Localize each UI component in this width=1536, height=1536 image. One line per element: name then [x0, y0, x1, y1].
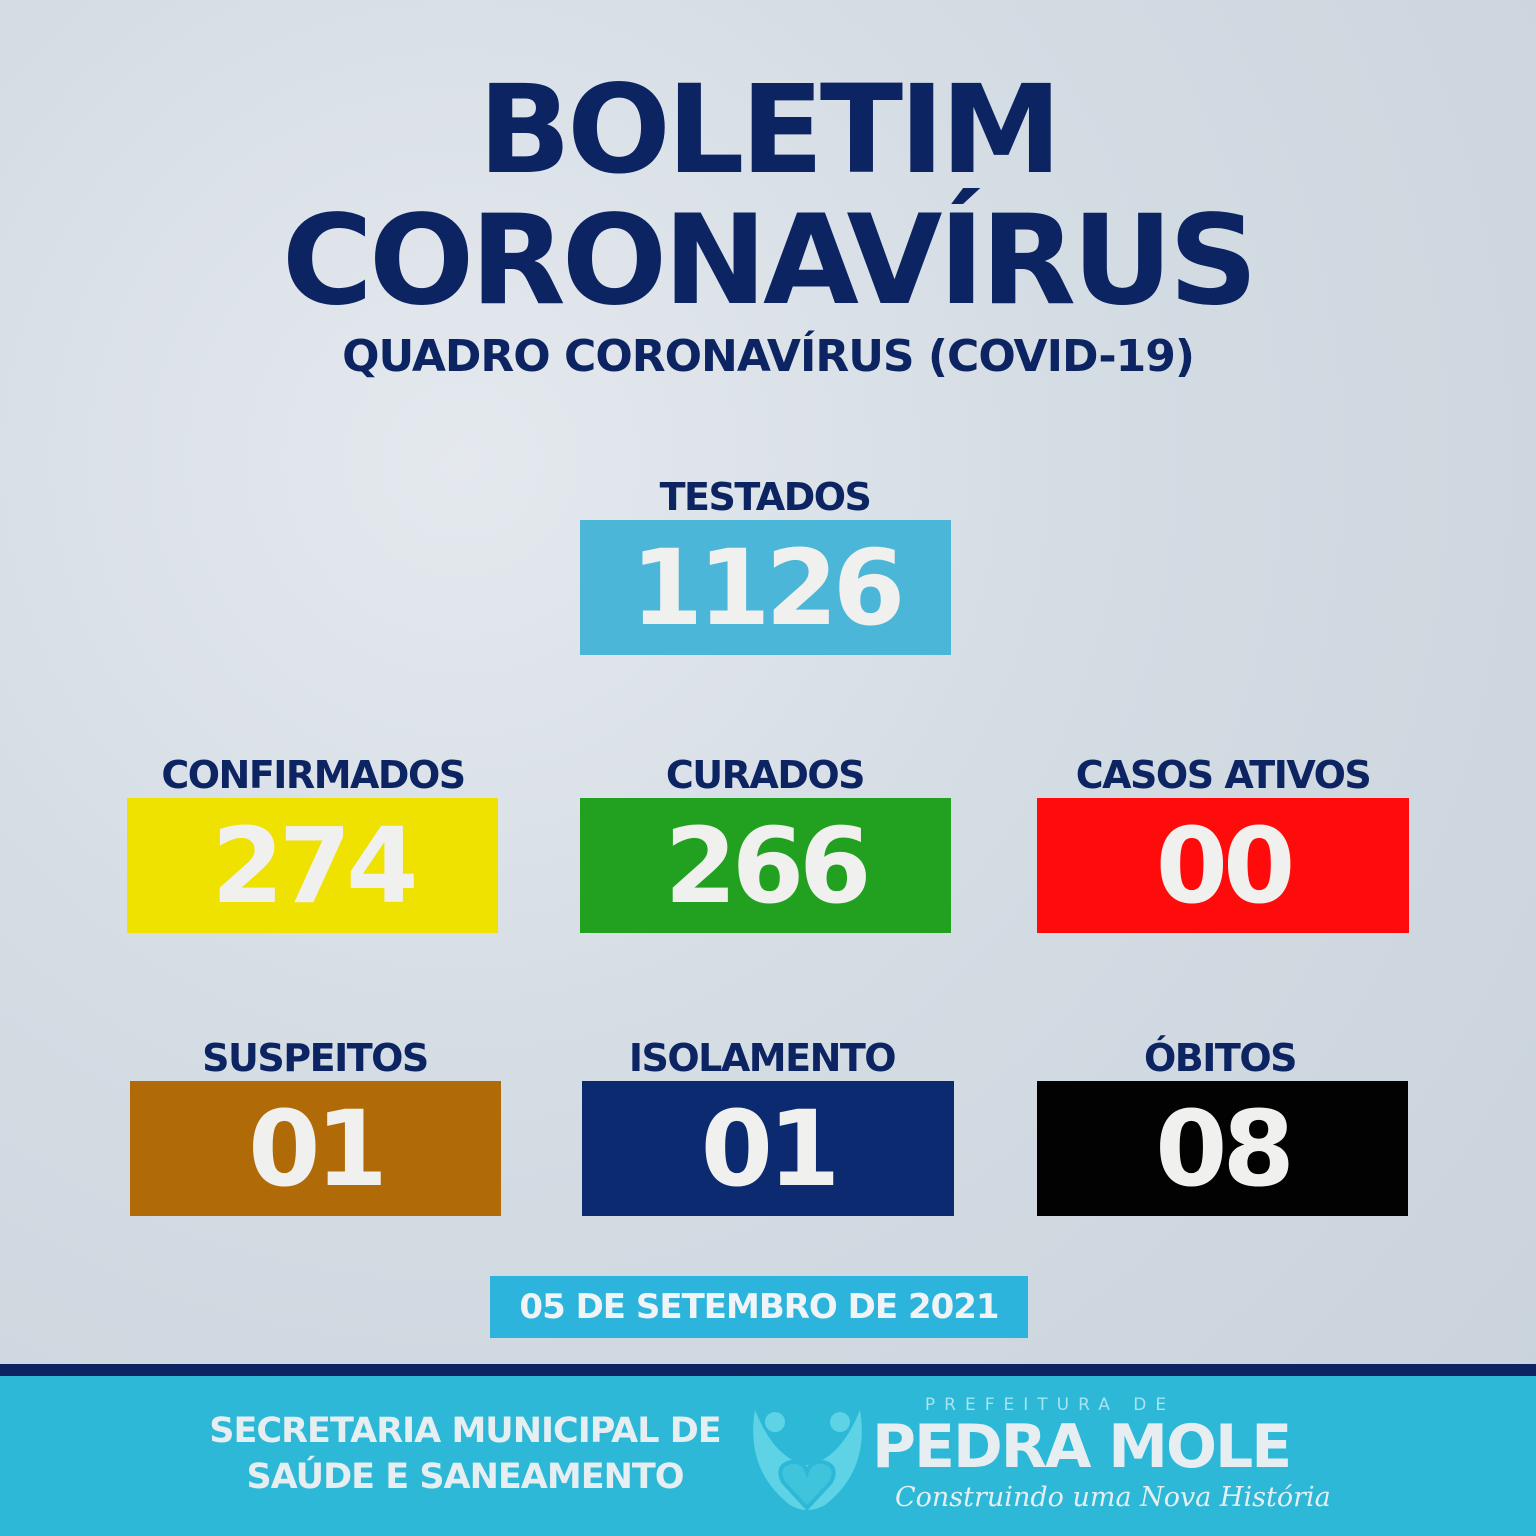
heart-people-logo-icon — [753, 1410, 862, 1511]
secretaria-line-2: SAÚDE E SANEAMENTO — [246, 1457, 684, 1497]
obitos-label: ÓBITOS — [1144, 1036, 1298, 1080]
suspeitos-label: SUSPEITOS — [202, 1036, 429, 1080]
secretaria-name: SECRETARIA MUNICIPAL DE SAÚDE E SANEAMEN… — [200, 1408, 730, 1500]
title-line-2: CORONAVÍRUS — [281, 189, 1258, 333]
confirmados-value: 274 — [127, 798, 498, 933]
footer-divider — [0, 1364, 1536, 1376]
obitos-value: 08 — [1037, 1081, 1408, 1216]
secretaria-line-1: SECRETARIA MUNICIPAL DE — [209, 1411, 721, 1451]
logo-slogan: Construindo uma Nova História — [895, 1482, 1331, 1513]
title-line-1: BOLETIM — [478, 59, 1062, 201]
casos-ativos-label: CASOS ATIVOS — [1075, 753, 1372, 797]
isolamento-label: ISOLAMENTO — [628, 1036, 897, 1080]
suspeitos-value: 01 — [130, 1081, 501, 1216]
isolamento-value: 01 — [582, 1081, 954, 1216]
curados-label: CURADOS — [665, 753, 866, 797]
curados-value: 266 — [580, 798, 951, 933]
testados-label: TESTADOS — [659, 475, 872, 519]
bulletin-date: 05 DE SETEMBRO DE 2021 — [490, 1276, 1028, 1338]
confirmados-label: CONFIRMADOS — [161, 753, 466, 797]
casos-ativos-value: 00 — [1037, 798, 1409, 933]
testados-value: 1126 — [580, 520, 951, 655]
logo-name: PEDRA MOLE — [872, 1412, 1292, 1482]
logo-prefix: PREFEITURA DE — [924, 1395, 1176, 1415]
subtitle: QUADRO CORONAVÍRUS (COVID-19) — [342, 331, 1195, 382]
